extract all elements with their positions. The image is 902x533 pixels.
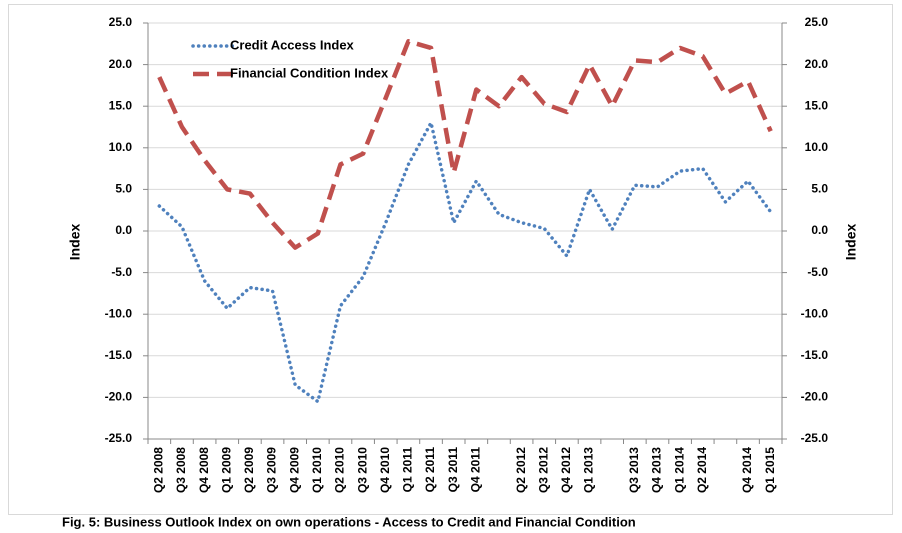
y-tick-label: -5.0 (111, 265, 132, 279)
y2-tick-label: -15.0 (801, 348, 829, 362)
y-tick-label: 10.0 (109, 140, 133, 154)
y2-tick-label: 15.0 (805, 98, 829, 112)
x-tick-label: Q4 2012 (559, 447, 573, 493)
y-tick-label: 15.0 (109, 98, 133, 112)
x-tick-label: Q3 2013 (627, 447, 641, 493)
y2-tick-label: 5.0 (811, 182, 828, 196)
y2-tick-label: 20.0 (805, 57, 829, 71)
y-tick-label: -15.0 (105, 348, 133, 362)
x-tick-label: Q4 2013 (650, 447, 664, 493)
x-tick-label: Q1 2009 (219, 447, 233, 493)
x-tick-label: Q4 2010 (378, 447, 392, 493)
x-tick-label: Q4 2008 (197, 447, 211, 493)
x-tick-label: Q2 2009 (242, 447, 256, 493)
y-tick-label: 25.0 (109, 15, 133, 29)
x-tick-label: Q1 2015 (763, 447, 777, 493)
x-tick-label: Q1 2010 (310, 447, 324, 493)
x-tick-label: Q3 2011 (446, 447, 460, 493)
y2-tick-label: 0.0 (811, 223, 828, 237)
series-line (157, 121, 773, 404)
y2-axis-title: Index (843, 224, 859, 261)
y2-tick-label: -10.0 (801, 306, 829, 320)
x-tick-label: Q2 2011 (423, 447, 437, 493)
x-tick-label: Q3 2008 (174, 447, 188, 493)
x-tick-label: Q1 2014 (672, 447, 686, 493)
y-tick-label: -10.0 (105, 306, 133, 320)
y2-tick-label: -20.0 (801, 390, 829, 404)
legend-label: Financial Condition Index (230, 65, 389, 80)
x-tick-label: Q4 2011 (468, 447, 482, 493)
y-axis-title: Index (67, 224, 83, 261)
x-tick-label: Q1 2013 (582, 447, 596, 493)
y-tick-label: 0.0 (115, 223, 132, 237)
caption: Fig. 5: Business Outlook Index on own op… (62, 514, 636, 529)
y-tick-label: -25.0 (105, 431, 133, 445)
chart-frame (8, 4, 893, 515)
x-tick-label: Q4 2014 (740, 447, 754, 493)
x-tick-label: Q3 2012 (536, 447, 550, 493)
x-tick-label: Q3 2010 (355, 447, 369, 493)
y-tick-label: -20.0 (105, 390, 133, 404)
y2-tick-label: -5.0 (807, 265, 828, 279)
series-line (157, 39, 773, 250)
y2-tick-label: 10.0 (805, 140, 829, 154)
y-tick-label: 5.0 (115, 182, 132, 196)
y2-tick-label: 25.0 (805, 15, 829, 29)
x-tick-label: Q2 2014 (695, 447, 709, 493)
x-tick-label: Q3 2009 (265, 447, 279, 493)
x-tick-label: Q2 2008 (151, 447, 165, 493)
x-tick-label: Q1 2011 (401, 447, 415, 493)
x-tick-label: Q4 2009 (287, 447, 301, 493)
y2-tick-label: -25.0 (801, 431, 829, 445)
x-tick-label: Q2 2012 (514, 447, 528, 493)
y-tick-label: 20.0 (109, 57, 133, 71)
x-tick-label: Q2 2010 (333, 447, 347, 493)
legend-label: Credit Access Index (230, 37, 355, 52)
